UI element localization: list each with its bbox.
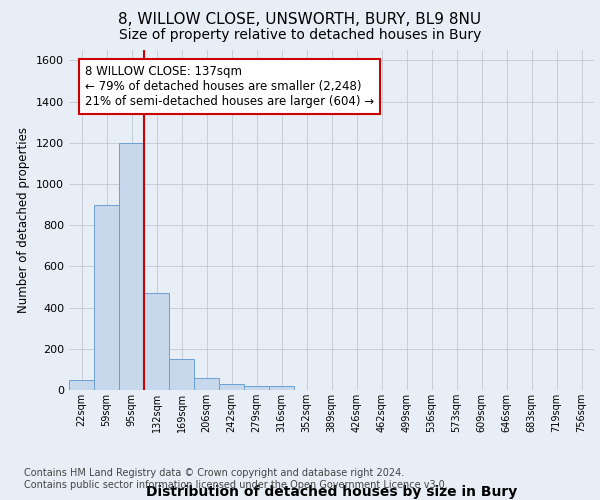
Y-axis label: Number of detached properties: Number of detached properties [17,127,31,313]
Bar [244,386,269,390]
Bar [194,378,219,390]
X-axis label: Distribution of detached houses by size in Bury: Distribution of detached houses by size … [146,485,517,499]
Bar [94,204,119,390]
Text: Size of property relative to detached houses in Bury: Size of property relative to detached ho… [119,28,481,42]
Bar [144,293,169,390]
Text: Contains HM Land Registry data © Crown copyright and database right 2024.
Contai: Contains HM Land Registry data © Crown c… [24,468,448,490]
Bar [119,142,144,390]
Bar [219,384,244,390]
Bar [69,380,94,390]
Bar [269,386,294,390]
Text: 8, WILLOW CLOSE, UNSWORTH, BURY, BL9 8NU: 8, WILLOW CLOSE, UNSWORTH, BURY, BL9 8NU [118,12,482,28]
Text: 8 WILLOW CLOSE: 137sqm
← 79% of detached houses are smaller (2,248)
21% of semi-: 8 WILLOW CLOSE: 137sqm ← 79% of detached… [85,66,374,108]
Bar [169,359,194,390]
